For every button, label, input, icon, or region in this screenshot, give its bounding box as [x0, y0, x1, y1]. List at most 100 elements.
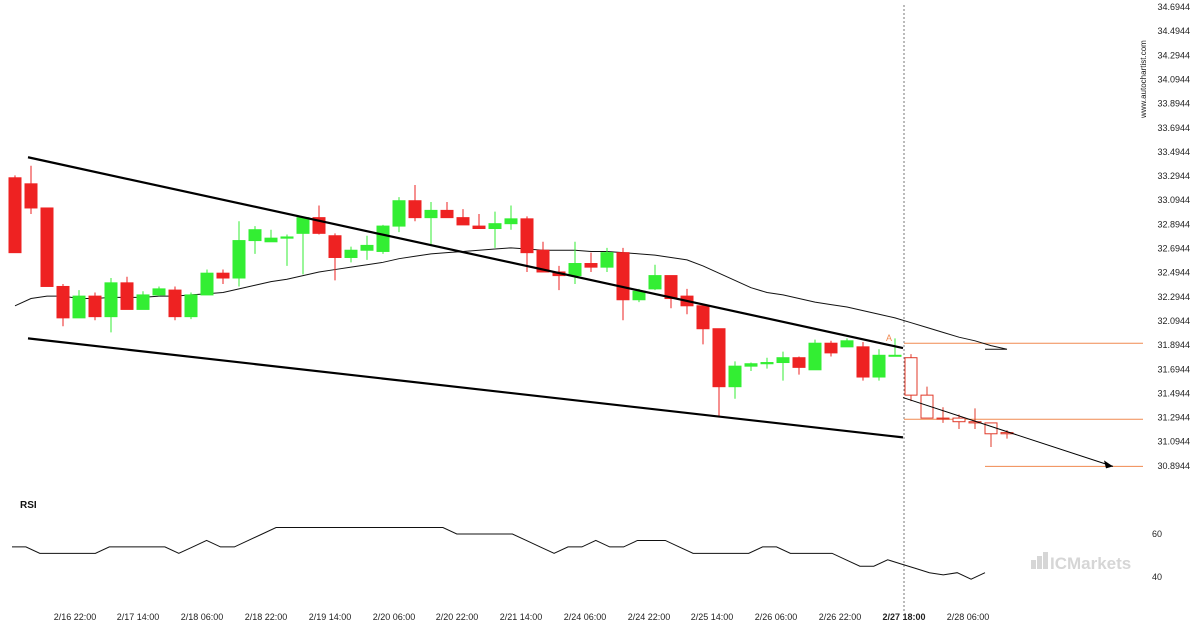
- candle-body: [424, 209, 438, 219]
- forecast-line: [902, 397, 1114, 467]
- y-tick-label: 33.0944: [1157, 195, 1190, 205]
- candle: [344, 246, 358, 263]
- candle: [728, 361, 742, 399]
- candle: [920, 386, 934, 419]
- candle-body: [200, 272, 214, 296]
- candle-body: [216, 272, 230, 279]
- y-tick-label: 34.0944: [1157, 74, 1190, 84]
- candle: [72, 290, 86, 319]
- candle: [616, 247, 630, 321]
- candle: [440, 201, 454, 219]
- pattern-point-label: A: [886, 333, 892, 343]
- candle: [696, 305, 710, 345]
- candle: [152, 286, 166, 297]
- x-tick-label: 2/27 18:00: [882, 612, 925, 622]
- candle-body: [280, 236, 294, 239]
- moving-average-line: [14, 247, 1008, 350]
- candle-body: [120, 282, 134, 310]
- watermarks: www.autochartist.com ICMarkets: [1031, 40, 1148, 573]
- moving-average: [14, 247, 1008, 350]
- candle: [248, 226, 262, 254]
- candle-body: [792, 357, 806, 368]
- candle-body: [264, 237, 278, 243]
- rsi-label: RSI: [20, 500, 37, 511]
- x-tick-label: 2/20 22:00: [436, 612, 479, 622]
- candle-body: [568, 263, 582, 277]
- candle-body: [952, 417, 966, 423]
- candle-body: [760, 362, 774, 365]
- candle-body: [856, 346, 870, 378]
- y-tick-label: 34.4944: [1157, 26, 1190, 36]
- candle-body: [344, 249, 358, 258]
- candle: [952, 414, 966, 429]
- y-tick-label: 30.8944: [1157, 461, 1190, 471]
- candle-body: [632, 290, 646, 301]
- candle-body: [904, 357, 918, 396]
- candle-body: [136, 294, 150, 310]
- y-tick-label: 32.4944: [1157, 268, 1190, 278]
- candle: [296, 217, 310, 275]
- candle-body: [648, 275, 662, 290]
- candle-body: [536, 249, 550, 273]
- x-tick-label: 2/28 06:00: [947, 612, 990, 622]
- candle: [408, 185, 422, 222]
- candle-body: [696, 305, 710, 330]
- candle: [584, 252, 598, 272]
- candle-body: [248, 229, 262, 242]
- y-tick-label: 33.6944: [1157, 123, 1190, 133]
- candle-body: [72, 295, 86, 319]
- candle-body: [376, 225, 390, 252]
- x-tick-label: 2/18 22:00: [245, 612, 288, 622]
- y-tick-label: 33.4944: [1157, 147, 1190, 157]
- candle-body: [872, 354, 886, 378]
- y-tick-label: 31.6944: [1157, 364, 1190, 374]
- candle-body: [328, 235, 342, 258]
- price-levels: [903, 5, 1143, 612]
- y-tick-label: 32.8944: [1157, 219, 1190, 229]
- candle: [328, 233, 342, 281]
- forecast-arrowhead: [1104, 460, 1113, 469]
- lower-trend-line: [27, 337, 904, 439]
- y-tick-label: 33.8944: [1157, 99, 1190, 109]
- candle-body: [824, 342, 838, 354]
- candle: [184, 292, 198, 320]
- candle: [936, 407, 950, 423]
- candle: [88, 292, 102, 321]
- y-tick-label: 34.6944: [1157, 2, 1190, 12]
- candle-body: [712, 328, 726, 388]
- y-tick-label: 31.4944: [1157, 388, 1190, 398]
- candle-body: [968, 421, 982, 424]
- x-tick-label: 2/20 06:00: [373, 612, 416, 622]
- candle-body: [152, 288, 166, 296]
- brand-logo-bar: [1043, 552, 1048, 569]
- candle: [840, 338, 854, 348]
- candle-body: [664, 275, 678, 300]
- x-tick-label: 2/21 14:00: [500, 612, 543, 622]
- candles: [8, 165, 1014, 448]
- time-axis: 2/16 22:00 2/17 14:00 2/18 06:00 2/18 22:00…: [54, 612, 990, 622]
- candle: [808, 339, 822, 371]
- candle-body: [472, 225, 486, 230]
- y-tick-label: 34.2944: [1157, 50, 1190, 60]
- rsi-line: [12, 527, 986, 580]
- candle-body: [408, 200, 422, 219]
- candle: [504, 205, 518, 230]
- candle-body: [232, 240, 246, 279]
- candle: [600, 247, 614, 272]
- brand-watermark-text: ICMarkets: [1050, 554, 1131, 573]
- candle: [536, 241, 550, 273]
- candle-body: [8, 177, 22, 254]
- candle: [104, 278, 118, 333]
- candle-body: [360, 244, 374, 251]
- candle: [216, 269, 230, 285]
- candle: [664, 275, 678, 309]
- candle-body: [600, 252, 614, 268]
- candle: [264, 229, 278, 243]
- candle-body: [56, 285, 70, 319]
- rsi-panel: RSI 60 40: [12, 500, 1162, 582]
- candle: [8, 175, 22, 254]
- candle: [872, 349, 886, 381]
- candle-body: [728, 365, 742, 388]
- candle: [520, 216, 534, 272]
